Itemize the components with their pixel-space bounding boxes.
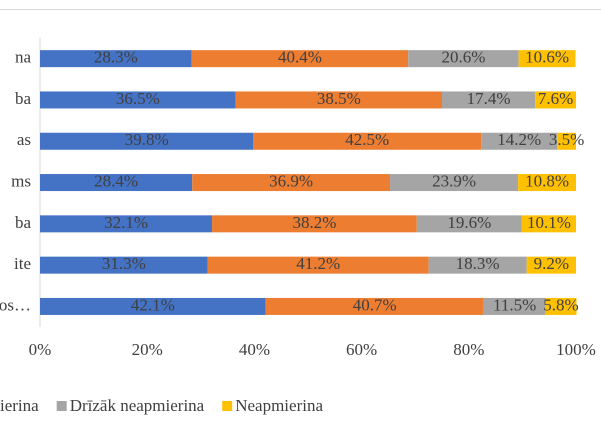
- data-label: 40.4%: [278, 48, 322, 67]
- y-tick-label: as: [17, 130, 31, 149]
- data-label: 10.8%: [525, 171, 569, 190]
- bar-segment: [40, 50, 192, 68]
- data-label: 36.5%: [116, 89, 160, 108]
- bar-segment: [483, 297, 546, 315]
- data-label: 36.9%: [269, 171, 313, 190]
- x-tick-label: 60%: [346, 340, 377, 359]
- bar-segment: [442, 91, 536, 109]
- data-label: 11.5%: [493, 295, 536, 314]
- x-tick-label: 100%: [556, 340, 596, 359]
- data-label: 42.1%: [131, 295, 175, 314]
- bar-segment: [40, 174, 193, 192]
- data-label: 10.1%: [527, 213, 571, 232]
- bar-segment: [212, 215, 417, 233]
- x-tick-label: 80%: [453, 340, 484, 359]
- data-label: 5.8%: [543, 295, 578, 314]
- data-label: 38.5%: [317, 89, 361, 108]
- data-label: 7.6%: [538, 89, 573, 108]
- data-label: 32.1%: [104, 213, 148, 232]
- bar-segment: [535, 91, 576, 109]
- data-label: 23.9%: [432, 171, 476, 190]
- y-tick-label: os…: [0, 295, 31, 314]
- bar-segment: [40, 132, 254, 150]
- bar-segment: [521, 215, 576, 233]
- bar-segment: [518, 174, 576, 192]
- x-tick-label: 0%: [29, 340, 52, 359]
- data-label: 41.2%: [296, 254, 340, 273]
- x-tick-label: 40%: [239, 340, 270, 359]
- bar-segment: [192, 174, 391, 192]
- bar-segment: [207, 256, 429, 274]
- data-label: 28.3%: [94, 48, 138, 67]
- y-tick-label: ms: [11, 171, 31, 190]
- data-label: 39.8%: [125, 130, 169, 149]
- bar-segment: [265, 297, 484, 315]
- legend-label: Drīzāk neapmierina: [70, 396, 205, 415]
- bar-segment: [191, 50, 409, 68]
- data-label: 18.3%: [456, 254, 500, 273]
- data-label: 40.7%: [353, 295, 397, 314]
- bar-segment: [40, 215, 213, 233]
- legend-swatch: [222, 401, 233, 411]
- data-label: 31.3%: [102, 254, 146, 273]
- data-label: 28.4%: [94, 171, 138, 190]
- bar-segment: [526, 256, 576, 274]
- data-label: 14.2%: [497, 130, 541, 149]
- bar-segment: [235, 91, 442, 109]
- bar-segment: [416, 215, 522, 233]
- bar-segment: [390, 174, 519, 192]
- data-label: 9.2%: [534, 254, 569, 273]
- bar-segment: [40, 91, 236, 109]
- legend-label: ierina: [0, 396, 39, 415]
- data-label: 19.6%: [447, 213, 491, 232]
- y-tick-label: ba: [15, 213, 32, 232]
- y-tick-label: na: [15, 48, 32, 67]
- bar-segment: [253, 132, 482, 150]
- bar-segment: [408, 50, 519, 68]
- bar-segment: [518, 50, 576, 68]
- data-label: 42.5%: [345, 130, 389, 149]
- bar-segment: [557, 132, 576, 150]
- data-label: 17.4%: [467, 89, 511, 108]
- y-tick-label: ite: [14, 254, 31, 273]
- legend-label: Neapmierina: [235, 396, 323, 415]
- data-label: 3.5%: [549, 130, 584, 149]
- bar-segment: [428, 256, 527, 274]
- data-label: 20.6%: [441, 48, 485, 67]
- bar-segment: [40, 297, 266, 315]
- x-tick-label: 20%: [132, 340, 163, 359]
- bar-segment: [545, 297, 577, 315]
- y-tick-label: ba: [15, 89, 32, 108]
- legend-swatch: [56, 401, 67, 411]
- data-label: 10.6%: [525, 48, 569, 67]
- bar-segment: [481, 132, 558, 150]
- data-label: 38.2%: [292, 213, 336, 232]
- bar-segment: [40, 256, 208, 274]
